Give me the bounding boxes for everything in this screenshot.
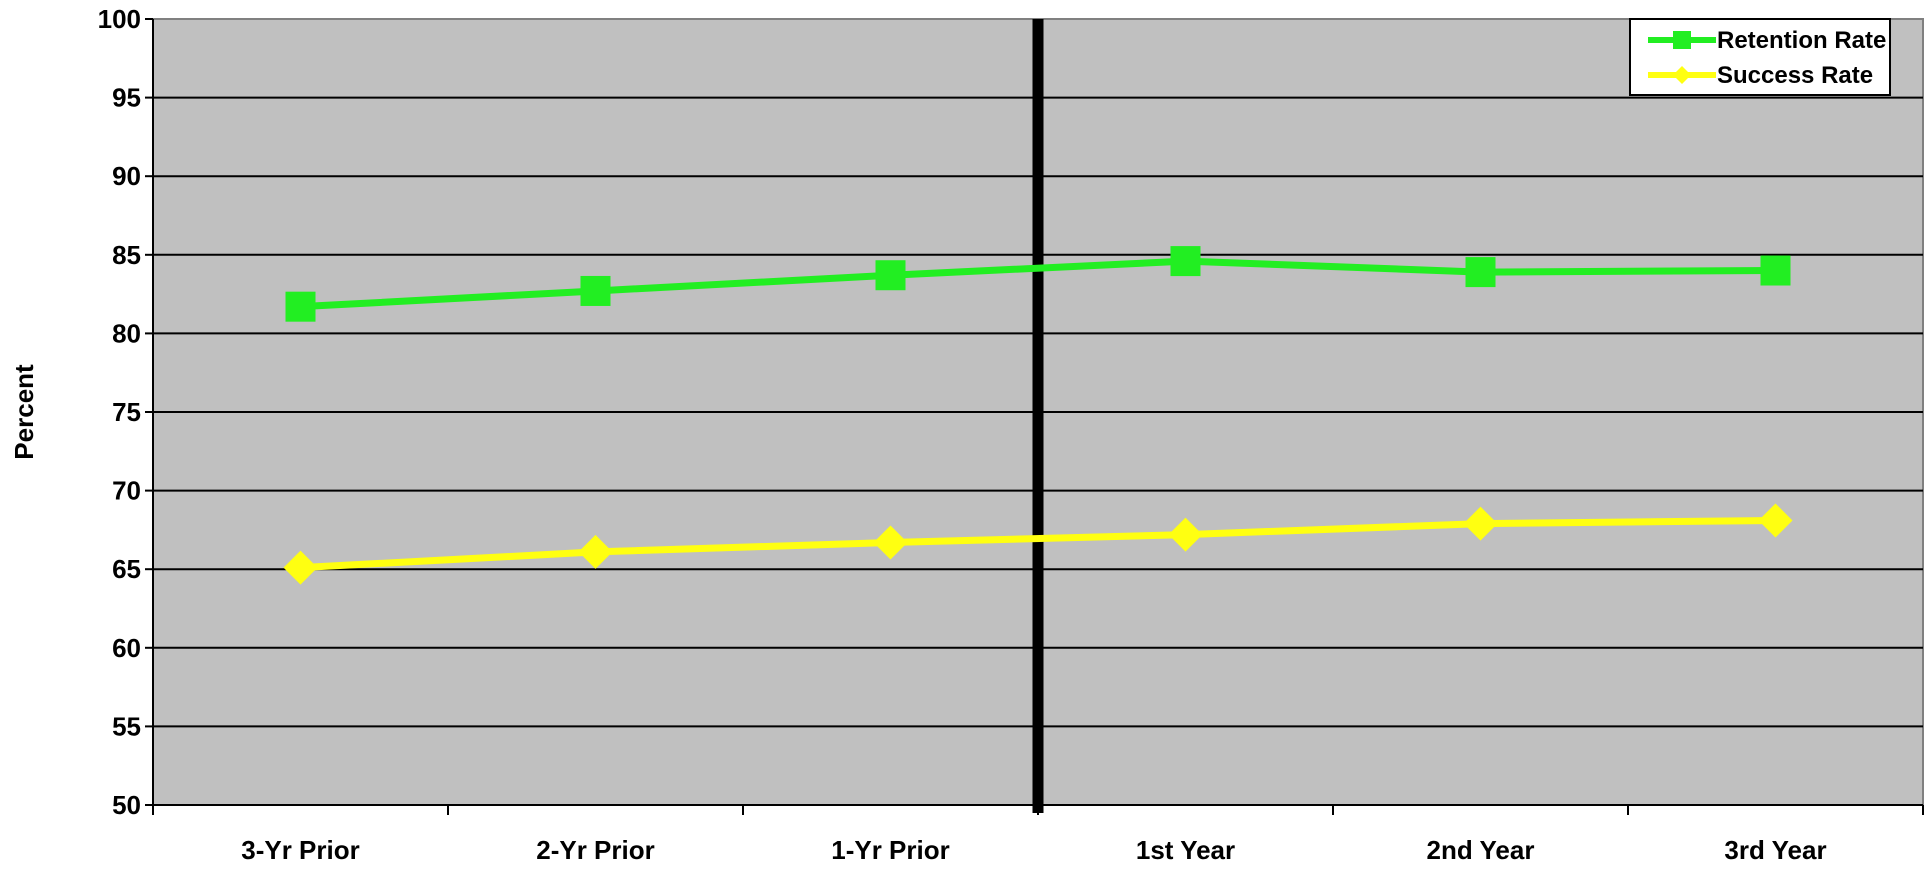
x-axis: 3-Yr Prior 2-Yr Prior 1-Yr Prior 1st Year 2n… <box>152 804 1924 865</box>
x-tick-label: 3-Yr Prior <box>241 835 360 865</box>
y-tick-label: 50 <box>112 790 141 820</box>
data-point <box>1760 255 1791 286</box>
series-line <box>300 516 1776 572</box>
data-point <box>1168 517 1203 552</box>
y-axis: 50 55 60 65 70 75 80 85 90 95 100 <box>98 4 154 820</box>
y-tick-label: 80 <box>112 318 141 348</box>
x-tick-label: 2-Yr Prior <box>536 835 655 865</box>
legend: Retention Rate Success Rate <box>1629 18 1891 96</box>
x-tick-label: 1-Yr Prior <box>831 835 950 865</box>
legend-label: Retention Rate <box>1717 27 1886 54</box>
legend-marker <box>1673 31 1691 49</box>
y-tick-label: 95 <box>112 83 141 113</box>
series-group <box>283 246 1793 585</box>
data-point <box>875 260 906 291</box>
y-tick-label: 100 <box>98 4 141 34</box>
legend-marker <box>1673 66 1691 84</box>
series-retention-rate <box>285 246 1791 322</box>
data-point <box>1170 246 1201 277</box>
data-point <box>1758 503 1793 538</box>
y-tick-label: 75 <box>112 397 141 427</box>
legend-item: Success Rate <box>1648 62 1873 89</box>
y-axis-title: Percent <box>9 364 39 460</box>
data-point <box>285 291 316 322</box>
data-point <box>578 534 613 569</box>
legend-label: Success Rate <box>1717 62 1873 89</box>
series-success-rate <box>283 503 1793 585</box>
legend-item: Retention Rate <box>1648 27 1886 54</box>
data-point <box>1463 506 1498 541</box>
y-tick-label: 60 <box>112 633 141 663</box>
data-point <box>873 525 908 560</box>
y-tick-label: 55 <box>112 711 141 741</box>
x-tick-label: 3rd Year <box>1724 835 1826 865</box>
y-tick-label: 90 <box>112 161 141 191</box>
x-tick-label: 1st Year <box>1136 835 1235 865</box>
x-tick-label: 2nd Year <box>1427 835 1535 865</box>
data-point <box>1465 257 1496 288</box>
y-tick-label: 85 <box>112 240 141 270</box>
y-tick-label: 65 <box>112 554 141 584</box>
data-point <box>283 550 318 585</box>
y-tick-label: 70 <box>112 476 141 506</box>
series-line <box>300 257 1776 311</box>
data-point <box>580 275 611 306</box>
